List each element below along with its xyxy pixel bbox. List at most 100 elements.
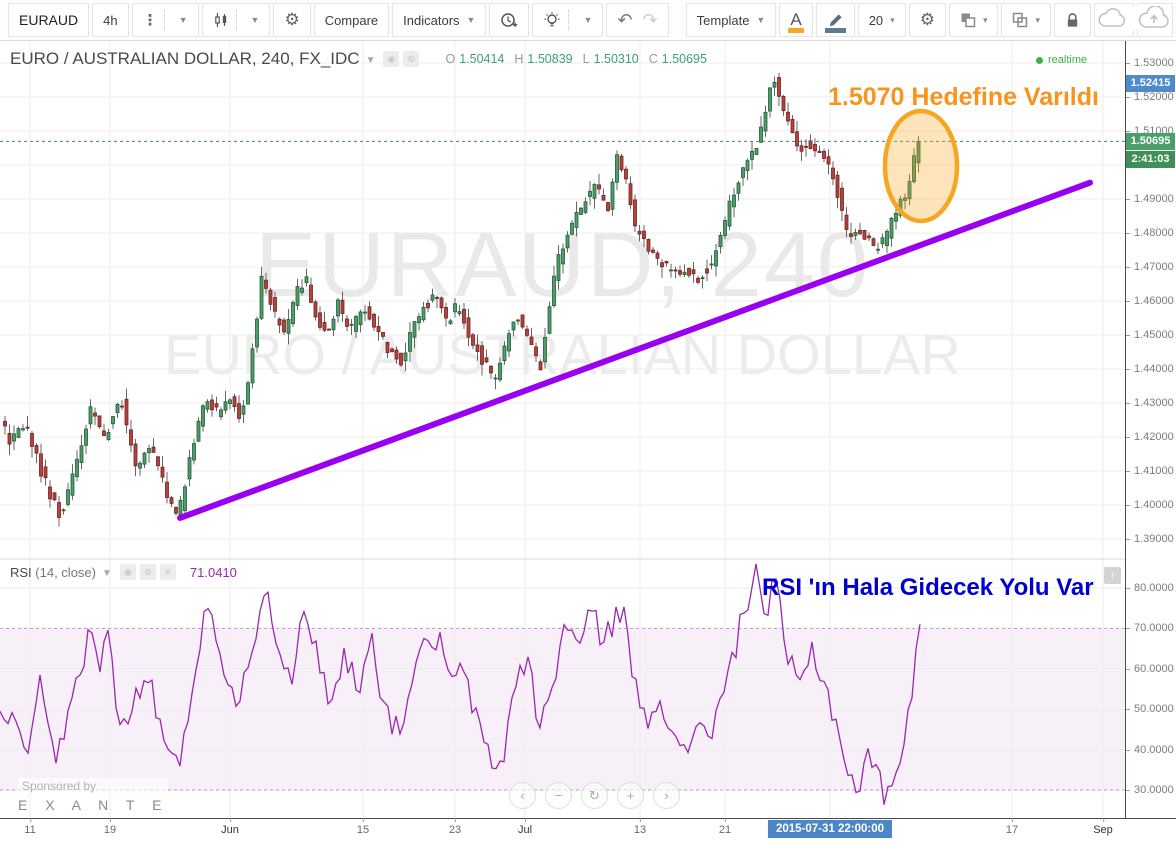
candle-down	[160, 466, 165, 478]
drawing-properties-button[interactable]: ⚙	[908, 3, 946, 37]
candle-up	[259, 275, 264, 319]
interval-label: 4h	[103, 12, 118, 28]
candle-up	[111, 416, 115, 425]
rsi-axis-label: 60.0000	[1126, 662, 1174, 675]
candle-down	[844, 214, 849, 231]
candle-up	[412, 321, 417, 338]
price-axis[interactable]: 1.530001.520001.510001.500001.490001.480…	[1125, 41, 1176, 818]
highlight-ellipse-drawing[interactable]	[882, 108, 960, 224]
candle-down	[327, 328, 331, 331]
interval-menu-button[interactable]: ⋮ ▼	[131, 3, 199, 37]
compare-button[interactable]: Compare	[313, 3, 390, 37]
eye-icon[interactable]: ◉	[383, 51, 400, 67]
add-alert-button[interactable]	[489, 3, 530, 37]
candle-down	[871, 238, 876, 246]
chevron-down-icon: ▼	[250, 15, 260, 25]
rsi-value: 71.0410	[189, 564, 237, 580]
zoom-out-button[interactable]: −	[545, 782, 572, 809]
candle-down	[840, 187, 844, 211]
eye-icon[interactable]: ◉	[119, 564, 136, 580]
candle-up	[408, 332, 412, 352]
candle-down	[214, 403, 219, 408]
chevron-down-icon: ▼	[466, 15, 476, 25]
reset-view-button[interactable]: ↻	[581, 782, 608, 809]
candle-up	[592, 183, 597, 199]
candle-down	[3, 420, 7, 427]
pane-expand-button[interactable]: ↑	[1104, 567, 1121, 584]
candle-up	[750, 150, 754, 160]
candle-down	[34, 445, 39, 454]
candle-up	[291, 302, 295, 325]
candle-down	[345, 318, 349, 327]
chart-canvas[interactable]	[0, 41, 1125, 818]
candle-up	[493, 377, 498, 380]
toolbar-drag-handle[interactable]	[676, 8, 678, 32]
cloud-upload-icon[interactable]	[1137, 6, 1171, 30]
trendline-drawing[interactable]	[177, 179, 1093, 521]
line-color-button[interactable]	[815, 3, 855, 37]
zoom-in-button[interactable]: +	[617, 782, 644, 809]
sponsor-logo[interactable]: Sponsored by E X A N T E	[18, 778, 169, 813]
low-label: L	[582, 52, 590, 66]
layer-order-button[interactable]: ▾	[1001, 3, 1051, 37]
divider	[568, 10, 570, 30]
candle-up	[772, 81, 777, 88]
pan-left-button[interactable]: ‹	[509, 782, 536, 809]
redo-icon[interactable]: ↷	[642, 9, 658, 30]
gear-icon[interactable]: ⚙	[139, 564, 156, 580]
chevron-down-icon[interactable]: ▼	[365, 54, 376, 66]
chart-properties-button[interactable]: ⚙	[273, 3, 311, 37]
candle-up	[16, 428, 21, 438]
candle-up	[241, 405, 246, 415]
candle-down	[30, 433, 34, 447]
chevron-down-icon: ▾	[982, 14, 988, 25]
candle-down	[795, 131, 799, 147]
gear-icon[interactable]: ⚙	[403, 51, 420, 67]
lock-drawings-button[interactable]	[1054, 3, 1091, 37]
candle-up	[201, 405, 205, 427]
close-icon[interactable]: ✕	[159, 564, 176, 580]
interval-button[interactable]: 4h	[92, 3, 129, 37]
clone-drawing-button[interactable]: ▾	[948, 3, 999, 37]
bar-date-badge: 2015-07-31 22:00:00	[767, 820, 893, 838]
indicators-button[interactable]: Indicators ▼	[392, 3, 487, 37]
font-color-button[interactable]: A	[779, 3, 813, 37]
candle-down	[165, 481, 169, 498]
font-size-button[interactable]: 20 ▾	[857, 3, 906, 37]
rsi-room-annotation[interactable]: RSI 'ın Hala Gidecek Yolu Var	[762, 574, 1094, 601]
pan-right-button[interactable]: ›	[653, 782, 680, 809]
chevron-down-icon: ▼	[583, 15, 593, 25]
bar-countdown-badge: 2:41:03	[1126, 151, 1175, 169]
sponsor-name: E X A N T E	[18, 797, 169, 813]
candle-down	[606, 202, 610, 212]
template-button[interactable]: Template ▼	[685, 3, 777, 37]
candle-down	[399, 352, 403, 366]
ideas-button[interactable]: ▼	[532, 3, 604, 37]
chart-style-button[interactable]: ▼	[201, 3, 271, 37]
candle-up	[700, 277, 705, 280]
candle-up	[219, 409, 223, 418]
candle-down	[129, 429, 133, 446]
candle-down	[673, 269, 678, 272]
time-axis[interactable]: 11 19 Jun 15 23 Jul 13 21 17 Sep 2015-07-31 22:00:…	[0, 818, 1176, 841]
chevron-down-icon: ▼	[178, 15, 188, 25]
candle-down	[133, 443, 138, 467]
target-reached-annotation[interactable]: 1.5070 Hedefine Varıldı	[828, 83, 1099, 111]
candle-up	[885, 230, 889, 247]
candle-down	[624, 168, 628, 180]
cloud-sync-group	[1097, 6, 1171, 30]
price-axis-label: 1.48000	[1126, 227, 1174, 239]
cloud-icon[interactable]	[1097, 7, 1127, 29]
candle-down	[781, 95, 786, 112]
price-axis-label: 1.42000	[1126, 431, 1174, 443]
time-axis-label: 11	[24, 818, 36, 836]
chevron-down-icon[interactable]: ▼	[102, 567, 112, 579]
symbol-search-box[interactable]: EURAUD	[8, 3, 90, 37]
low-value: 1.50310	[593, 52, 639, 66]
candle-up	[21, 428, 25, 431]
candle-down	[628, 183, 633, 206]
candle-down	[678, 270, 682, 275]
candle-down	[313, 301, 318, 318]
high-value: 1.50839	[527, 52, 573, 66]
undo-icon[interactable]: ↶	[617, 9, 633, 30]
